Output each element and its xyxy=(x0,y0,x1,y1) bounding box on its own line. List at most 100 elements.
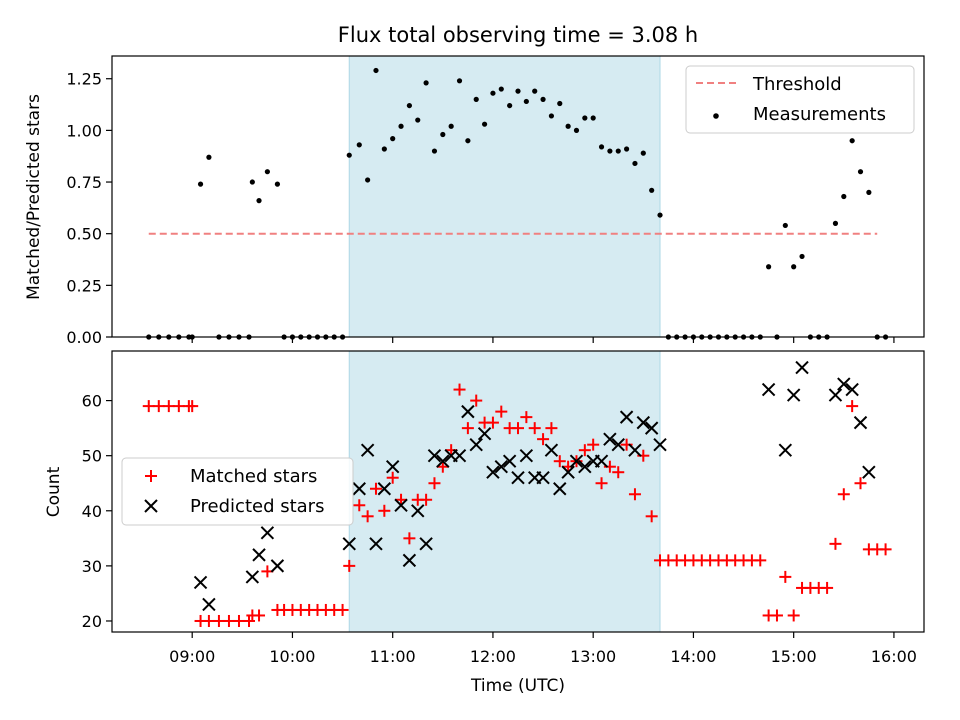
predicted-star-point xyxy=(342,537,356,551)
legend-predicted-label: Predicted stars xyxy=(190,496,324,517)
predicted-star-point xyxy=(469,437,483,452)
predicted-star-point xyxy=(270,559,285,573)
x-tick-label: 15:00 xyxy=(771,647,817,666)
measurement-point xyxy=(406,102,412,109)
predicted-star-point xyxy=(536,471,550,485)
predicted-star-point xyxy=(619,410,634,424)
y-tick-label: 0.25 xyxy=(66,276,102,295)
measurement-point xyxy=(448,123,454,129)
matched-star-point xyxy=(470,394,483,407)
measurement-point xyxy=(356,142,362,148)
measurement-point xyxy=(640,150,646,156)
matched-star-point xyxy=(253,609,266,622)
predicted-star-point xyxy=(193,575,208,590)
measurement-point xyxy=(423,80,429,86)
matched-star-point xyxy=(378,504,391,517)
y-tick-label: 20 xyxy=(82,612,102,631)
measurement-point xyxy=(473,96,479,102)
matched-star-point xyxy=(495,405,508,418)
legend-matched-label: Matched stars xyxy=(190,466,317,487)
measurement-point xyxy=(440,131,446,138)
measurement-point xyxy=(465,138,471,144)
predicted-star-point xyxy=(628,443,642,457)
matched-star-point xyxy=(821,581,834,594)
measurement-point xyxy=(657,212,663,218)
predicted-star-point xyxy=(569,454,584,468)
measurement-point xyxy=(249,179,255,185)
predicted-star-point xyxy=(611,437,625,452)
measurement-point xyxy=(498,86,504,92)
matched-star-point xyxy=(545,422,558,435)
measurement-point xyxy=(390,136,396,142)
predicted-star-point xyxy=(427,448,442,463)
matched-star-point xyxy=(829,537,842,550)
y-tick-label: 1.25 xyxy=(66,70,102,89)
bottom-panel: 20 30 40 50 60 09:00 10:00 11:00 12:00 13:00 14:0… xyxy=(44,350,925,696)
measurement-point xyxy=(346,152,352,158)
predicted-star-point xyxy=(352,482,366,496)
measurement-point xyxy=(373,67,379,74)
measurement-point xyxy=(548,113,555,119)
measurement-point xyxy=(573,127,580,133)
x-tick-label: 09:00 xyxy=(169,647,215,666)
measurement-point xyxy=(832,220,839,226)
top-plot-frame xyxy=(111,55,925,338)
measurement-point xyxy=(398,123,404,129)
predicted-star-point xyxy=(862,465,876,479)
predicted-star-point xyxy=(411,504,425,518)
measurement-point xyxy=(381,146,387,152)
measurement-point xyxy=(649,187,655,193)
measurement-point xyxy=(264,169,270,175)
predicted-star-point xyxy=(853,415,868,430)
predicted-star-point xyxy=(419,537,433,551)
measurement-point xyxy=(615,148,621,154)
predicted-star-point xyxy=(260,526,275,540)
predicted-star-point xyxy=(578,459,592,474)
chart-title: Flux total observing time = 3.08 h xyxy=(338,23,698,47)
measurement-point xyxy=(481,121,488,127)
matched-star-point xyxy=(186,400,199,413)
top-y-axis-label: Matched/Predicted stars xyxy=(24,94,44,300)
legend-measurements-label: Measurements xyxy=(753,104,886,125)
measurement-point xyxy=(540,96,546,102)
measurement-point xyxy=(507,102,513,109)
matched-star-point xyxy=(754,554,767,567)
matched-star-point xyxy=(779,570,792,583)
measurement-point xyxy=(782,222,788,229)
matched-star-point xyxy=(587,438,600,451)
matched-star-point xyxy=(453,383,466,396)
measurement-point xyxy=(766,264,772,270)
matched-star-point xyxy=(142,400,155,413)
measurement-point xyxy=(598,144,605,150)
predicted-star-point xyxy=(252,548,266,562)
measurement-point xyxy=(431,148,438,154)
predicted-star-point xyxy=(603,432,617,446)
predicted-star-point xyxy=(845,382,859,397)
matched-star-point xyxy=(520,411,533,424)
matched-star-point xyxy=(420,493,433,506)
predicted-star-point xyxy=(377,482,392,496)
bottom-plot-frame xyxy=(111,350,925,633)
x-tick-label: 16:00 xyxy=(871,647,917,666)
predicted-star-point xyxy=(385,459,400,474)
matched-star-point xyxy=(202,614,215,627)
predicted-star-point xyxy=(636,415,651,430)
measurement-point xyxy=(849,138,855,144)
measurement-point xyxy=(197,181,204,187)
predicted-star-point xyxy=(653,437,667,452)
measurement-point xyxy=(791,264,797,270)
measurement-point xyxy=(523,98,529,105)
matched-star-point xyxy=(854,477,867,490)
measurement-point xyxy=(206,154,212,160)
predicted-star-point xyxy=(594,454,609,468)
measurement-point xyxy=(415,117,421,123)
bottom-y-axis-label: Count xyxy=(44,466,64,517)
legend-predicted-swatch xyxy=(144,499,158,513)
legend-threshold-label: Threshold xyxy=(752,74,842,95)
predicted-star-point xyxy=(837,377,851,391)
matched-star-point xyxy=(436,460,449,473)
x-tick-label: 10:00 xyxy=(269,647,315,666)
matched-star-point xyxy=(578,444,591,457)
matched-star-point xyxy=(628,488,641,501)
